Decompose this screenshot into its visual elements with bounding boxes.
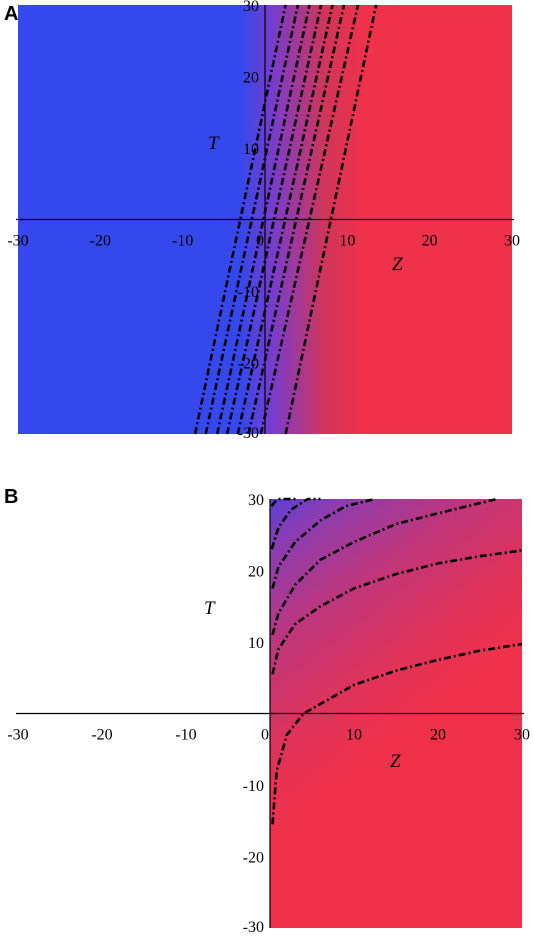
panel-b-contour-line	[271, 642, 523, 825]
panel-b-y-tick-label: -10	[243, 778, 264, 795]
panel-b-contour-line	[271, 497, 498, 636]
panel-b-x-tick-label: -20	[91, 727, 112, 744]
panel-a-y-tick-label: -10	[238, 284, 259, 301]
panel-b-contour-line	[270, 497, 298, 507]
panel-a-x-label: Z	[392, 254, 403, 275]
panel-b-x-tick-label: 20	[430, 727, 446, 744]
panel-b-y-label: T	[204, 598, 216, 619]
panel-a-label: A	[4, 3, 18, 25]
panel-a-contour-line	[247, 4, 346, 435]
panel-b-contours	[270, 497, 523, 825]
panel-b: B -30 -20 -10 0 10 20 30 -30 -20 -10 10 20 30 Z T	[4, 486, 530, 936]
panel-a-contour-line	[284, 4, 378, 435]
panel-b-x-tick-label: -10	[175, 727, 196, 744]
panel-b-y-tick-label: -20	[243, 850, 264, 867]
panel-b-x-tick-label: 10	[346, 727, 362, 744]
panel-b-x-tick-label: -30	[7, 727, 28, 744]
panel-b-x-tick-label: 0	[261, 727, 269, 744]
panel-a-contour-line	[225, 4, 323, 435]
panel-b-y-tick-label: 30	[248, 492, 264, 509]
panel-a-y-tick-label: -30	[238, 425, 259, 442]
panel-a-y-ticks: -30 -20 -10 10 20 30	[238, 0, 259, 442]
panel-a-y-tick-label: 30	[243, 0, 259, 15]
panel-b-y-tick-label: -30	[243, 919, 264, 936]
panel-a-y-tick-label: -20	[238, 356, 259, 373]
panel-a-x-tick-label: 10	[339, 233, 355, 250]
panel-b-x-label: Z	[390, 751, 401, 772]
panel-b-x-tick-label: 30	[514, 727, 530, 744]
panel-b-y-ticks: -30 -20 -10 10 20 30	[243, 492, 264, 936]
panel-a-x-tick-label: -30	[7, 233, 28, 250]
panel-a: A -30 -20 -10 0 10 20 30 -30 -20 -10 10 20 30 Z T	[4, 0, 520, 442]
panel-a-y-tick-label: 10	[243, 141, 259, 158]
panel-a-x-tick-label: -10	[172, 233, 193, 250]
panel-a-x-tick-label: 20	[422, 233, 438, 250]
panel-a-x-ticks: -30 -20 -10 0 10 20 30	[7, 233, 520, 250]
panel-a-y-tick-label: 20	[243, 70, 259, 87]
panel-a-x-tick-label: 30	[504, 233, 520, 250]
panel-a-contour-line	[259, 4, 360, 435]
panel-a-y-label: T	[208, 133, 220, 154]
panel-a-contour-line	[236, 4, 334, 435]
panel-b-x-ticks: -30 -20 -10 0 10 20 30	[7, 727, 530, 744]
panel-a-contour-line	[215, 4, 311, 435]
panel-a-x-tick-label: 0	[256, 233, 264, 250]
panel-b-contour-line	[271, 549, 523, 675]
panel-a-x-tick-label: -20	[90, 233, 111, 250]
panel-a-contour-line	[204, 4, 300, 435]
panel-b-y-tick-label: 20	[248, 564, 264, 581]
panel-b-label: B	[4, 486, 18, 508]
panel-b-contour-line	[271, 497, 376, 589]
panel-a-contour-line	[193, 4, 287, 435]
panel-a-contours	[193, 4, 378, 435]
panel-b-y-tick-label: 10	[248, 635, 264, 652]
